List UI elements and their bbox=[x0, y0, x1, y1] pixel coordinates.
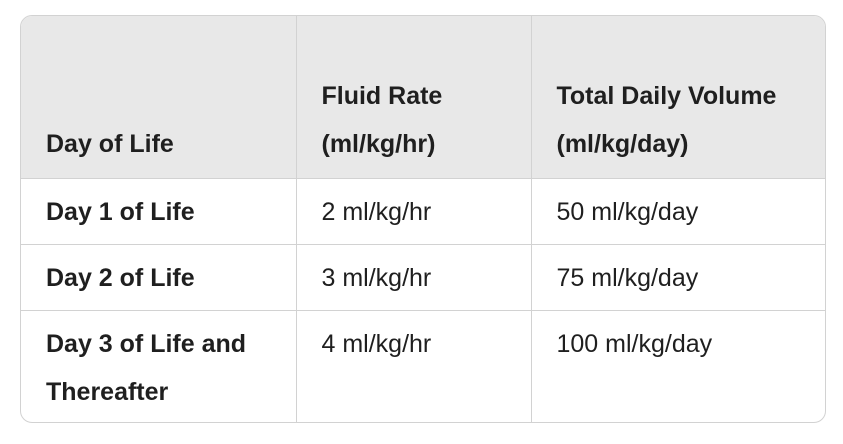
fluid-rate-table-container: Day of Life Fluid Rate (ml/kg/hr) Total … bbox=[20, 15, 826, 423]
cell-fluid-rate: 2 ml/kg/hr bbox=[296, 178, 532, 245]
cell-daily-volume: 100 ml/kg/day bbox=[556, 329, 713, 358]
cell-day: Day 2 of Life bbox=[21, 244, 297, 311]
table-row: Day 3 of Life and Thereafter 4 ml/kg/hr … bbox=[21, 310, 825, 422]
cell-day: Day 1 of Life bbox=[21, 178, 297, 245]
header-total-daily-volume: Total Daily Volume (ml/kg/day) bbox=[531, 16, 825, 179]
cell-fluid-rate: 4 ml/kg/hr bbox=[296, 310, 532, 422]
table-row: Day 2 of Life 3 ml/kg/hr 75 ml/kg/day bbox=[21, 244, 825, 311]
header-fluid-rate: Fluid Rate (ml/kg/hr) bbox=[296, 16, 532, 179]
cell-fluid-rate: 3 ml/kg/hr bbox=[296, 244, 532, 311]
table-row: Day 1 of Life 2 ml/kg/hr 50 ml/kg/day bbox=[21, 178, 825, 245]
table-body: Day 1 of Life 2 ml/kg/hr 50 ml/kg/day Da… bbox=[21, 178, 825, 422]
cell-daily-volume: 75 ml/kg/day bbox=[531, 244, 825, 311]
fluid-rate-table: Day of Life Fluid Rate (ml/kg/hr) Total … bbox=[21, 16, 825, 422]
cell-day: Day 3 of Life and Thereafter bbox=[21, 310, 297, 422]
header-day-of-life: Day of Life bbox=[21, 16, 297, 179]
table-header: Day of Life Fluid Rate (ml/kg/hr) Total … bbox=[21, 16, 825, 179]
header-row: Day of Life Fluid Rate (ml/kg/hr) Total … bbox=[21, 16, 825, 179]
cell-daily-volume: 50 ml/kg/day bbox=[531, 178, 825, 245]
